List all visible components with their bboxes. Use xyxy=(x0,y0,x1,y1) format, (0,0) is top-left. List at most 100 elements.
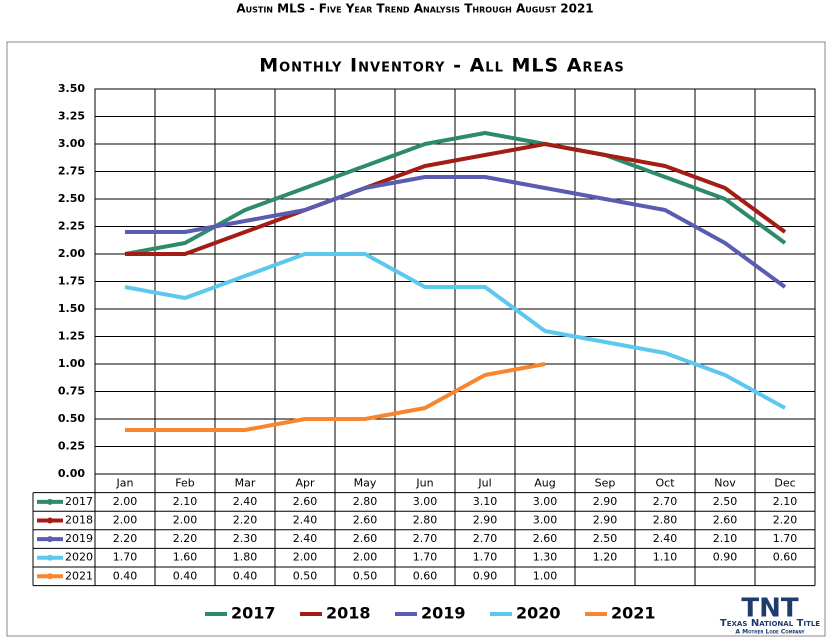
legend-label: 2018 xyxy=(326,604,371,623)
table-value: 2.00 xyxy=(113,514,138,527)
table-value: 2.90 xyxy=(593,495,618,508)
table-value: 2.70 xyxy=(653,495,678,508)
table-series-name: 2017 xyxy=(65,495,93,508)
x-tick-label: Sep xyxy=(595,476,616,489)
table-value: 1.70 xyxy=(113,551,138,564)
page-header: Austin MLS - Five Year Trend Analysis Th… xyxy=(236,2,593,16)
table-value: 2.80 xyxy=(413,514,438,527)
table-value: 2.40 xyxy=(293,532,318,545)
table-value: 2.00 xyxy=(353,551,378,564)
y-tick-label: 1.75 xyxy=(58,275,85,288)
logo-mark: TNT xyxy=(741,594,798,624)
table-value: 0.40 xyxy=(173,569,198,582)
table-value: 3.10 xyxy=(473,495,498,508)
series-line xyxy=(125,142,787,256)
y-tick-label: 0.00 xyxy=(58,467,85,480)
series-line xyxy=(124,131,787,256)
x-tick-label: Oct xyxy=(655,476,675,489)
chart-title: Monthly Inventory - All MLS Areas xyxy=(259,55,625,77)
y-tick-label: 3.25 xyxy=(58,110,85,123)
table-value: 2.10 xyxy=(713,532,738,545)
y-tick-label: 2.75 xyxy=(58,165,85,178)
table-value: 1.70 xyxy=(413,551,438,564)
series-line xyxy=(124,252,786,410)
table-value: 1.00 xyxy=(533,569,558,582)
table-value: 2.80 xyxy=(353,495,378,508)
table-value: 1.30 xyxy=(533,551,558,564)
table-value: 2.40 xyxy=(653,532,678,545)
table-series-name: 2019 xyxy=(65,532,93,545)
table-value: 2.00 xyxy=(293,551,318,564)
table-value: 2.90 xyxy=(593,514,618,527)
table-value: 0.90 xyxy=(713,551,738,564)
table-value: 2.20 xyxy=(173,532,198,545)
table-value: 2.70 xyxy=(413,532,438,545)
y-tick-label: 1.25 xyxy=(58,330,85,343)
x-tick-label: Apr xyxy=(295,476,315,489)
table-series-name: 2018 xyxy=(65,514,93,527)
table-value: 1.80 xyxy=(233,551,258,564)
table-series-name: 2020 xyxy=(65,551,93,564)
y-tick-label: 2.25 xyxy=(58,220,85,233)
series-line xyxy=(125,362,546,432)
y-tick-label: 0.50 xyxy=(58,412,85,425)
table-value: 2.00 xyxy=(173,514,198,527)
table-value: 3.00 xyxy=(533,514,558,527)
y-tick-label: 3.00 xyxy=(58,137,85,150)
table-value: 2.20 xyxy=(773,514,798,527)
table-value: 2.20 xyxy=(113,532,138,545)
y-tick-label: 0.75 xyxy=(58,385,85,398)
x-tick-label: Feb xyxy=(175,476,194,489)
x-tick-label: Aug xyxy=(534,476,555,489)
table-value: 2.60 xyxy=(533,532,558,545)
y-tick-label: 3.50 xyxy=(58,82,85,95)
table-value: 1.70 xyxy=(473,551,498,564)
x-tick-label: Mar xyxy=(235,476,256,489)
table-value: 0.50 xyxy=(293,569,318,582)
chart-frame xyxy=(6,41,826,637)
series-line xyxy=(125,175,787,289)
table-legend-key xyxy=(47,536,53,543)
x-tick-label: May xyxy=(354,476,377,489)
table-value: 2.70 xyxy=(473,532,498,545)
legend-label: 2017 xyxy=(231,604,276,623)
table-value: 0.90 xyxy=(473,569,498,582)
table-value: 2.30 xyxy=(233,532,258,545)
table-value: 1.60 xyxy=(173,551,198,564)
table-value: 0.60 xyxy=(773,551,798,564)
x-tick-label: Jun xyxy=(415,476,433,489)
table-value: 2.50 xyxy=(713,495,738,508)
legend-label: 2020 xyxy=(516,604,561,623)
table-value: 0.50 xyxy=(353,569,378,582)
table-value: 2.60 xyxy=(713,514,738,527)
x-tick-label: Dec xyxy=(774,476,795,489)
x-tick-label: Jan xyxy=(116,476,134,489)
table-value: 3.00 xyxy=(413,495,438,508)
y-tick-label: 0.25 xyxy=(58,440,85,453)
table-legend-key xyxy=(47,554,53,561)
table-value: 2.10 xyxy=(173,495,198,508)
table-value: 2.90 xyxy=(473,514,498,527)
table-value: 0.60 xyxy=(413,569,438,582)
table-legend-key xyxy=(47,498,53,505)
y-tick-label: 1.50 xyxy=(58,302,85,315)
table-value: 2.10 xyxy=(773,495,798,508)
table-value: 0.40 xyxy=(113,569,138,582)
table-value: 2.40 xyxy=(293,514,318,527)
table-value: 2.50 xyxy=(593,532,618,545)
table-value: 0.40 xyxy=(233,569,258,582)
table-series-name: 2021 xyxy=(65,569,93,582)
table-value: 1.10 xyxy=(653,551,678,564)
table-value: 1.20 xyxy=(593,551,618,564)
x-tick-label: Nov xyxy=(714,476,736,489)
table-value: 2.60 xyxy=(353,532,378,545)
table-value: 3.00 xyxy=(533,495,558,508)
table-value: 2.40 xyxy=(233,495,258,508)
table-value: 2.20 xyxy=(233,514,258,527)
table-value: 1.70 xyxy=(773,532,798,545)
table-value: 2.80 xyxy=(653,514,678,527)
table-value: 2.60 xyxy=(353,514,378,527)
logo-tagline: A Mother Lode Company xyxy=(735,629,804,636)
x-tick-label: Jul xyxy=(477,476,491,489)
